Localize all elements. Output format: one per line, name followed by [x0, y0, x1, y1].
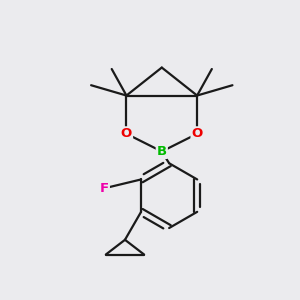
Text: B: B: [157, 145, 167, 158]
Text: F: F: [100, 182, 109, 195]
Text: O: O: [121, 127, 132, 140]
Text: O: O: [191, 127, 203, 140]
